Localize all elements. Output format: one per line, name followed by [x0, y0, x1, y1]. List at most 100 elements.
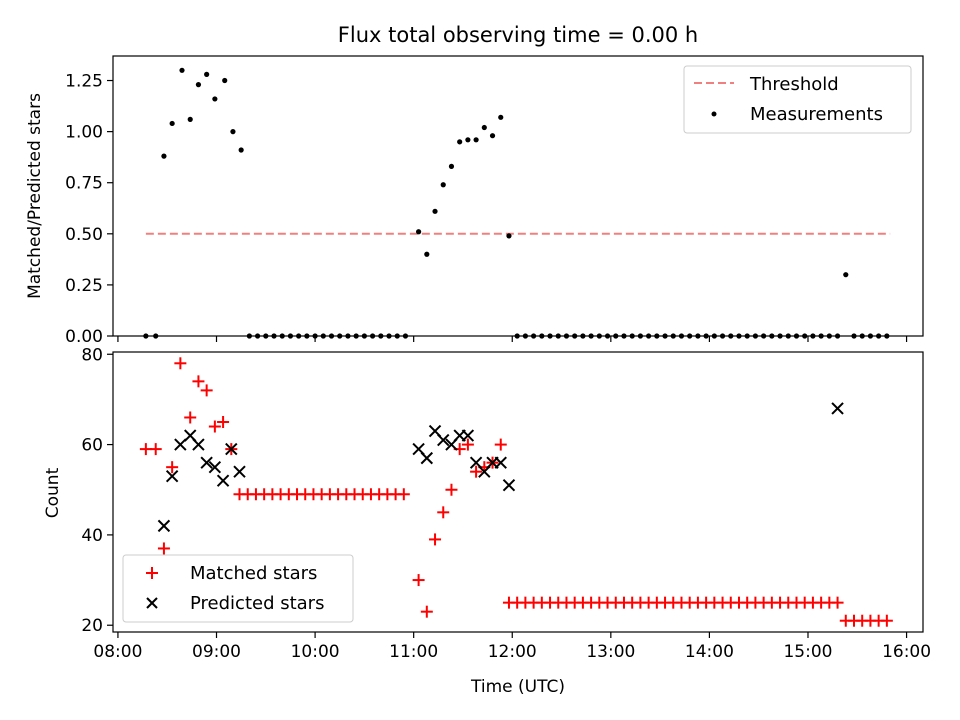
matched-stars-point [445, 483, 458, 496]
x-tick-label: 16:00 [882, 642, 931, 662]
x-tick-label: 09:00 [192, 642, 241, 662]
ratio-axes: 0.00 0.25 0.50 0.75 1.00 1.25 [65, 72, 908, 347]
matched-stars-point [831, 596, 844, 609]
measurement-point [415, 229, 422, 235]
x-tick-label: 10:00 [291, 642, 340, 662]
legend-threshold-label: Threshold [749, 74, 839, 95]
measurement-point [222, 77, 228, 84]
count-axes-frame [112, 351, 924, 633]
x-axis-label: Time (UTC) [470, 677, 565, 697]
x-tick-label: 14:00 [685, 642, 734, 662]
legend-frame [683, 65, 912, 134]
predicted-stars-point [831, 402, 844, 415]
matched-stars-point [470, 465, 483, 478]
matched-stars-point [429, 533, 442, 546]
x-tick-label: 15:00 [783, 642, 832, 662]
predicted-stars-point [200, 456, 213, 469]
measurement-point [179, 67, 185, 73]
measurement-point [187, 116, 193, 122]
x-tick-label: 13:00 [586, 642, 635, 662]
legend-predicted-label: Predicted stars [190, 593, 324, 614]
matched-stars-point [494, 438, 507, 451]
matched-stars-point [880, 614, 893, 627]
measurement-point [506, 233, 512, 239]
ratio-y-tick-label: 0.50 [65, 225, 103, 245]
count-y-axis-label: Count [43, 467, 63, 518]
ratio-y-axis-label: Matched/Predicted stars [25, 93, 45, 299]
matched-stars-point [437, 506, 450, 519]
measurement-point [489, 133, 496, 139]
matched-stars-point [420, 605, 433, 618]
matched-stars-point [208, 420, 221, 433]
measurement-point [432, 208, 438, 214]
measurement-point [448, 163, 455, 169]
count-axes: 08:00 09:00 10:00 11:00 12:00 13:00 14:00 15:00… [81, 345, 931, 662]
measurement-point [457, 139, 463, 145]
predicted-stars-point [216, 474, 230, 487]
ratio-panel: 0.00 0.25 0.50 0.75 1.00 1.25 Matched/Predict… [25, 55, 924, 347]
predicted-stars-point [494, 456, 507, 469]
predicted-stars-point [437, 433, 450, 447]
predicted-stars-point [461, 429, 475, 442]
measurement-point [238, 147, 244, 153]
x-tick-label: 11:00 [389, 642, 438, 662]
measurement-point [481, 124, 487, 131]
ratio-legend: Threshold Measurements [683, 65, 912, 134]
measurement-point [195, 82, 202, 88]
matched-stars-point [149, 443, 162, 456]
predicted-stars-point [233, 465, 246, 478]
measurement-point [424, 251, 430, 257]
count-plot-area [139, 357, 893, 627]
legend-matched-swatch [146, 567, 158, 579]
legend-measurements-swatch [711, 111, 717, 117]
predicted-stars-point [174, 438, 187, 451]
matched-stars-point [166, 461, 179, 474]
predicted-stars-point [208, 460, 222, 474]
matched-stars-point [157, 542, 170, 555]
x-tick-label: 08:00 [93, 642, 142, 662]
matched-stars-point [192, 375, 205, 388]
count-y-tick-label: 80 [81, 345, 103, 365]
matched-stars-point [217, 416, 230, 428]
measurement-point [465, 137, 471, 143]
count-y-tick-label: 60 [81, 436, 103, 456]
matched-stars-point [397, 488, 410, 501]
measurement-point [169, 120, 175, 127]
count-legend: Matched stars Predicted stars [122, 554, 354, 623]
matched-stars-point [184, 411, 197, 424]
predicted-stars-point [502, 479, 516, 492]
legend-measurements-label: Measurements [750, 104, 883, 125]
matched-stars-point [200, 384, 213, 397]
predicted-stars-point [165, 469, 179, 483]
count-panel: 08:00 09:00 10:00 11:00 12:00 13:00 14:00 15:00… [43, 345, 931, 697]
measurement-point [212, 96, 218, 102]
matched-stars-point [412, 574, 425, 587]
predicted-stars-point [225, 442, 238, 456]
measurement-point [230, 129, 236, 135]
measurement-point [440, 182, 446, 188]
legend-frame [122, 554, 354, 623]
ratio-y-tick-label: 0.25 [65, 276, 103, 296]
measurement-point [843, 272, 849, 278]
chart-title: Flux total observing time = 0.00 h [338, 23, 698, 47]
measurement-point [498, 114, 504, 120]
count-y-tick-label: 40 [81, 526, 103, 546]
ratio-axes-frame [112, 55, 924, 337]
predicted-stars-point [157, 519, 171, 533]
ratio-y-tick-label: 0.75 [65, 174, 103, 194]
predicted-stars-point [192, 438, 205, 451]
ratio-y-tick-label: 0.00 [65, 327, 103, 347]
x-tick-label: 12:00 [488, 642, 537, 662]
measurement-point [204, 71, 210, 77]
count-y-tick-label: 20 [81, 616, 103, 636]
measurement-point [473, 137, 479, 143]
ratio-y-tick-label: 1.25 [65, 72, 103, 92]
measurement-point [161, 153, 167, 159]
ratio-y-tick-label: 1.00 [65, 123, 103, 143]
legend-matched-label: Matched stars [190, 563, 317, 584]
matched-stars-point [461, 438, 474, 451]
predicted-stars-point [420, 451, 434, 465]
legend-predicted-swatch [146, 597, 158, 609]
matched-stars-point [174, 357, 187, 370]
